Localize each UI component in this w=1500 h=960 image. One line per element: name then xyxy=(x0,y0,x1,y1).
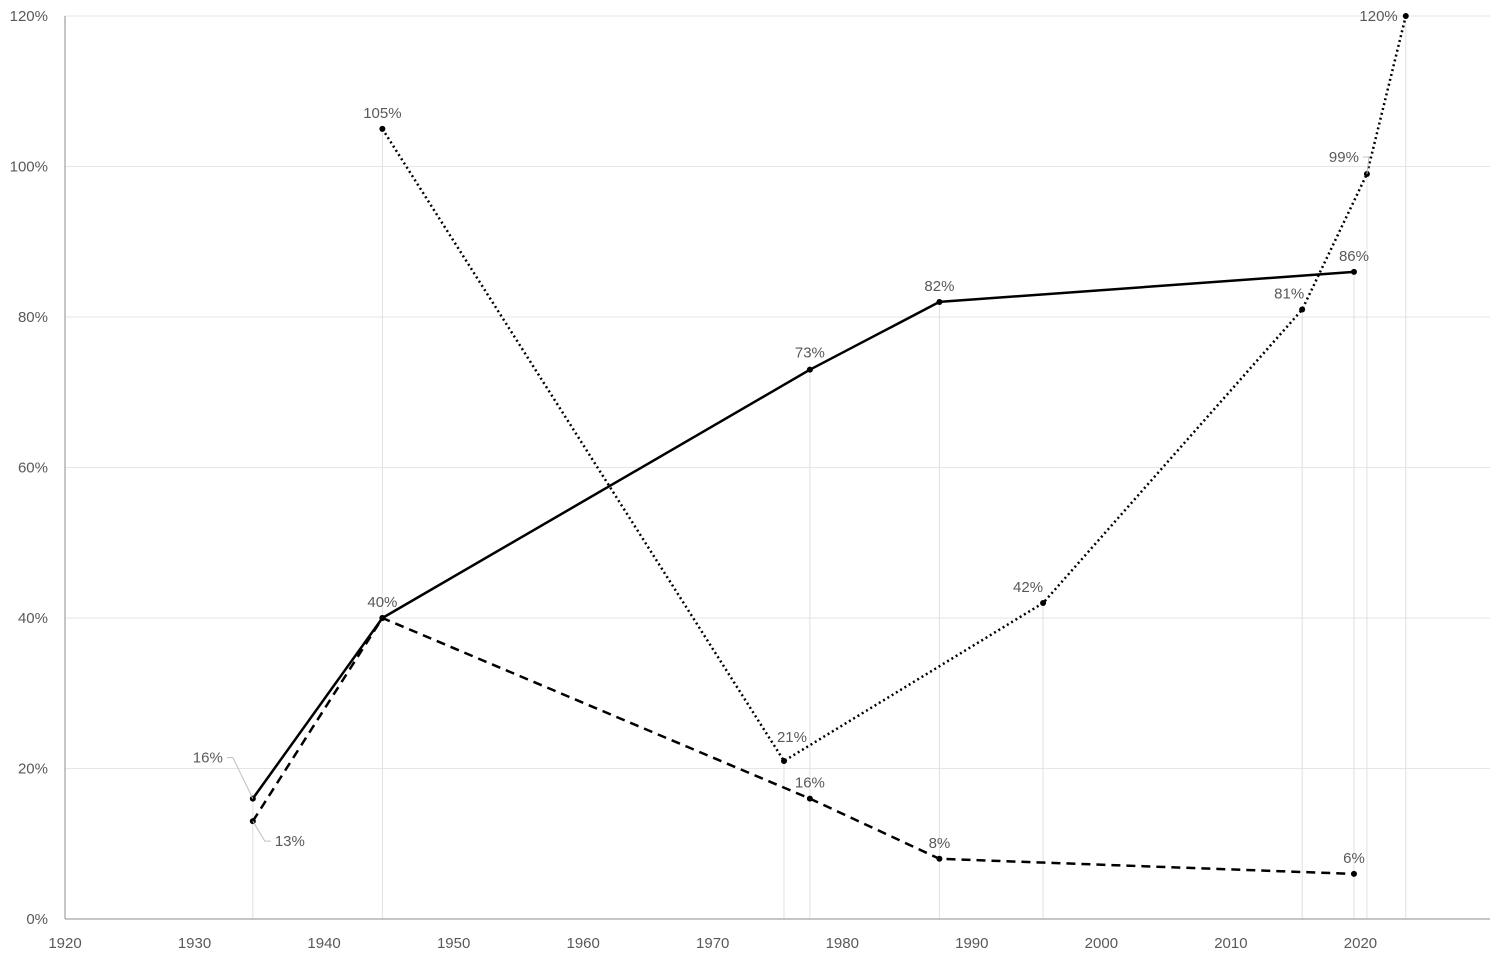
x-tick-label: 1930 xyxy=(178,935,211,952)
x-tick-label: 2000 xyxy=(1085,935,1118,952)
data-point-marker xyxy=(936,298,943,305)
data-label: 86% xyxy=(1339,248,1369,265)
data-label: 99% xyxy=(1329,149,1359,166)
data-label: 81% xyxy=(1274,285,1304,302)
y-tick-label: 0% xyxy=(26,911,48,928)
data-label: 82% xyxy=(924,278,954,295)
data-labels-layer: 16% 40% 73% 82% 86% 13% 16% 8% 6% 105% 21% 42% 81% 99… xyxy=(193,8,1398,867)
y-tick-label: 40% xyxy=(18,610,48,627)
data-point-marker xyxy=(379,125,386,132)
data-point-marker xyxy=(1040,599,1047,606)
x-tick-label: 2010 xyxy=(1214,935,1247,952)
data-label: 105% xyxy=(363,105,401,122)
data-point-marker xyxy=(1402,13,1409,19)
grid-layer xyxy=(65,15,1490,769)
label-leader-line xyxy=(1362,156,1370,175)
data-label: 8% xyxy=(929,835,951,852)
x-tick-label: 1990 xyxy=(955,935,988,952)
x-tick-label: 1920 xyxy=(48,935,81,952)
x-tick-label: 2020 xyxy=(1344,935,1377,952)
data-point-marker xyxy=(806,366,813,373)
x-tick-label: 1980 xyxy=(826,935,859,952)
data-label: 16% xyxy=(193,750,223,767)
data-point-marker xyxy=(780,757,787,764)
x-tick-label: 1940 xyxy=(307,935,340,952)
label-leader-line xyxy=(252,820,271,842)
data-label: 42% xyxy=(1013,579,1043,596)
data-point-marker xyxy=(1350,268,1357,275)
data-label: 40% xyxy=(367,594,397,611)
data-point-marker xyxy=(379,615,386,621)
y-tick-label: 80% xyxy=(18,309,48,326)
data-label: 73% xyxy=(795,345,825,362)
data-label: 13% xyxy=(275,833,305,850)
axes-layer: 0% 20% 40% 60% 80% 100% 120% 1920 1930 1940 1950 19… xyxy=(10,8,1490,952)
y-tick-label: 100% xyxy=(10,159,48,176)
y-tick-label: 20% xyxy=(18,761,48,778)
data-label: 120% xyxy=(1359,8,1397,25)
x-tick-label: 1960 xyxy=(566,935,599,952)
data-point-marker xyxy=(1299,306,1306,313)
x-tick-label: 1950 xyxy=(437,935,470,952)
y-tick-label: 60% xyxy=(18,460,48,477)
data-point-marker xyxy=(806,795,813,802)
data-label: 21% xyxy=(777,729,807,746)
data-label: 6% xyxy=(1343,850,1365,867)
series-layer xyxy=(249,13,1409,877)
data-label: 16% xyxy=(795,775,825,792)
data-point-marker xyxy=(936,855,943,862)
x-tick-label: 1970 xyxy=(696,935,729,952)
label-leader-line xyxy=(226,757,254,799)
series-line-dotted xyxy=(381,15,1408,763)
y-tick-label: 120% xyxy=(10,8,48,25)
data-point-marker xyxy=(1350,870,1357,877)
